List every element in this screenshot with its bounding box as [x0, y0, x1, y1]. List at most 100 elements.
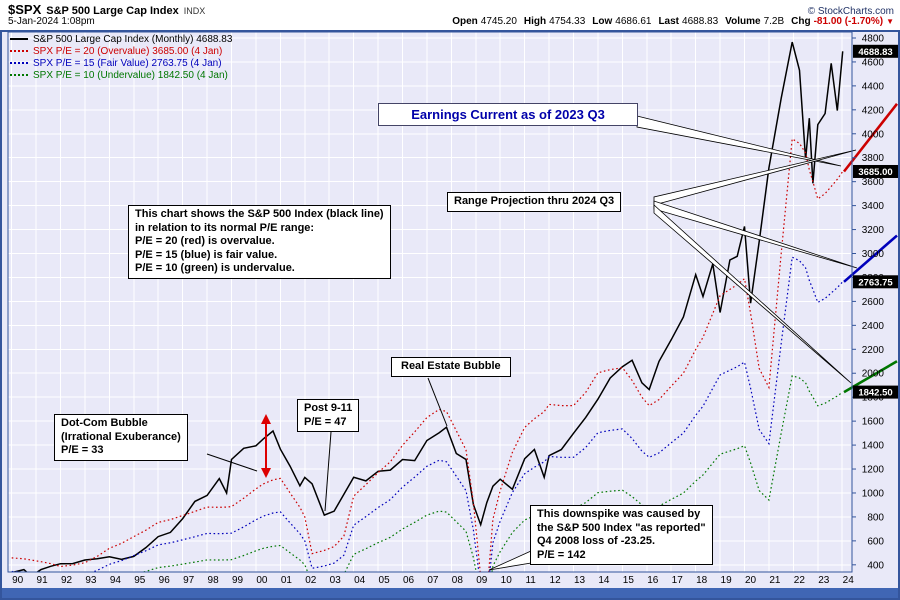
explanation-line: P/E = 15 (blue) is fair value.	[135, 248, 278, 261]
chart-series	[11, 41, 844, 572]
explanation-line: This chart shows the S&P 500 Index (blac…	[135, 208, 384, 220]
y-tick-label: 3600	[862, 177, 885, 188]
legend-item-1: SPX P/E = 20 (Overvalue) 3685.00 (4 Jan)	[10, 45, 232, 57]
annotation-dotcom-bubble: Dot-Com Bubble (Irrational Exuberance) P…	[54, 414, 188, 461]
exchange-label: INDX	[183, 6, 206, 16]
x-tick-label: 02	[305, 575, 317, 586]
quote-open-label: Open	[452, 16, 478, 27]
explanation-line: in relation to its normal P/E range:	[135, 221, 315, 234]
x-tick-label: 01	[281, 575, 293, 586]
series-pe20	[11, 137, 844, 572]
series-spx	[11, 41, 844, 572]
x-tick-label: 05	[379, 575, 391, 586]
downspike-line: This downspike was caused by	[537, 508, 701, 520]
annotation-explanation: This chart shows the S&P 500 Index (blac…	[128, 205, 391, 279]
x-tick-label: 97	[183, 575, 195, 586]
y-tick-label: 2400	[862, 321, 885, 332]
x-tick-label: 15	[623, 575, 635, 586]
post-911-line: Post 9-11	[304, 402, 353, 414]
legend-line-swatch	[10, 50, 28, 52]
legend-label: SPX P/E = 10 (Undervalue) 1842.50 (4 Jan…	[33, 69, 228, 81]
x-tick-label: 22	[794, 575, 806, 586]
legend-line-swatch	[10, 62, 28, 64]
x-tick-label: 17	[672, 575, 684, 586]
bottom-frame-bar	[0, 588, 900, 600]
callout-arrows	[488, 115, 858, 571]
quote-open-value: 4745.20	[480, 16, 517, 27]
annotation-downspike: This downspike was caused by the S&P 500…	[530, 505, 713, 565]
y-tick-label: 800	[867, 512, 884, 523]
legend-item-0: S&P 500 Large Cap Index (Monthly) 4688.8…	[10, 33, 232, 45]
header-title-row: $SPX S&P 500 Large Cap Index INDX © Stoc…	[8, 2, 894, 17]
y-tick-label: 3400	[862, 201, 885, 212]
dotcom-line: (Irrational Exuberance)	[61, 430, 181, 443]
quote-low-label: Low	[592, 16, 613, 27]
downspike-line: Q4 2008 loss of -23.25.	[537, 535, 656, 547]
legend-item-3: SPX P/E = 10 (Undervalue) 1842.50 (4 Jan…	[10, 69, 232, 81]
price-tag-label: 4688.83	[858, 47, 892, 58]
legend-label: S&P 500 Large Cap Index (Monthly) 4688.8…	[33, 33, 233, 45]
y-tick-label: 400	[867, 560, 884, 571]
y-tick-label: 1600	[862, 417, 885, 428]
explanation-line: P/E = 10 (green) is undervalue.	[135, 262, 295, 274]
y-tick-label: 600	[867, 536, 884, 547]
x-tick-label: 24	[843, 575, 855, 586]
downspike-line: the S&P 500 Index "as reported"	[537, 521, 706, 534]
chart-area: 4006008001000120014001600180020002200240…	[0, 30, 900, 600]
x-tick-label: 10	[501, 575, 513, 586]
range-projection-lines	[842, 103, 899, 394]
y-tick-label: 4000	[862, 129, 885, 140]
x-tick-label: 13	[574, 575, 586, 586]
legend-item-2: SPX P/E = 15 (Fair Value) 2763.75 (4 Jan…	[10, 57, 232, 69]
y-tick-label: 1000	[862, 488, 885, 499]
stockcharts-copyright-link[interactable]: © StockCharts.com	[807, 6, 894, 17]
dotcom-line: P/E = 33	[61, 444, 104, 456]
legend-label: SPX P/E = 15 (Fair Value) 2763.75 (4 Jan…	[33, 57, 222, 69]
x-tick-label: 08	[452, 575, 464, 586]
x-tick-label: 98	[208, 575, 220, 586]
price-tag-label: 3685.00	[858, 167, 892, 178]
change-down-arrow-icon: ▼	[886, 17, 894, 26]
x-tick-label: 91	[37, 575, 49, 586]
quote-bar: Open 4745.20 High 4754.33 Low 4686.61 Last 4688…	[445, 16, 894, 27]
x-tick-label: 06	[403, 575, 415, 586]
quote-high-value: 4754.33	[549, 16, 586, 27]
x-tick-label: 90	[12, 575, 24, 586]
y-tick-label: 3000	[862, 249, 885, 260]
y-tick-label: 4200	[862, 105, 885, 116]
explanation-line: P/E = 20 (red) is overvalue.	[135, 235, 275, 247]
price-tag-label: 1842.50	[858, 388, 892, 399]
chart-header: $SPX S&P 500 Large Cap Index INDX © Stoc…	[0, 0, 900, 30]
y-tick-label: 4800	[862, 33, 885, 44]
post-911-line: P/E = 47	[304, 415, 347, 428]
y-axis: 4006008001000120014001600180020002200240…	[852, 33, 884, 571]
quote-high-label: High	[523, 16, 547, 27]
x-tick-label: 11	[525, 575, 536, 586]
x-tick-label: 95	[134, 575, 146, 586]
downspike-line: P/E = 142	[537, 548, 586, 561]
y-tick-label: 2600	[862, 297, 885, 308]
dotcom-line: Dot-Com Bubble	[61, 417, 148, 429]
x-tick-label: 03	[330, 575, 342, 586]
series-pe10	[141, 375, 844, 572]
x-axis: 90 91 92 93 94 95 96 97 98 99 00 01 02 03 04 05 06 07 08 09…	[12, 575, 854, 586]
legend-line-swatch	[10, 38, 28, 40]
x-tick-label: 92	[61, 575, 73, 586]
x-tick-label: 21	[769, 575, 781, 586]
x-tick-label: 19	[721, 575, 733, 586]
legend-line-swatch	[10, 74, 28, 76]
annotation-earnings-current: Earnings Current as of 2023 Q3	[378, 103, 638, 126]
x-tick-label: 93	[85, 575, 97, 586]
chart-datetime: 5-Jan-2024 1:08pm	[8, 16, 95, 27]
dotcom-drop-arrow	[261, 414, 271, 478]
y-tick-label: 3800	[862, 153, 885, 164]
quote-chg-label: Chg	[791, 16, 811, 27]
y-tick-label: 1200	[862, 465, 885, 476]
x-tick-label: 96	[159, 575, 171, 586]
annotation-real-estate-bubble: Real Estate Bubble	[391, 357, 511, 377]
x-tick-label: 07	[427, 575, 439, 586]
quote-chg-value: -81.00 (-1.70%)	[813, 16, 884, 27]
price-tags: 4688.83 3685.00 2763.75 1842.50	[853, 44, 898, 399]
y-tick-label: 2000	[862, 369, 885, 380]
quote-last-label: Last	[658, 16, 680, 27]
